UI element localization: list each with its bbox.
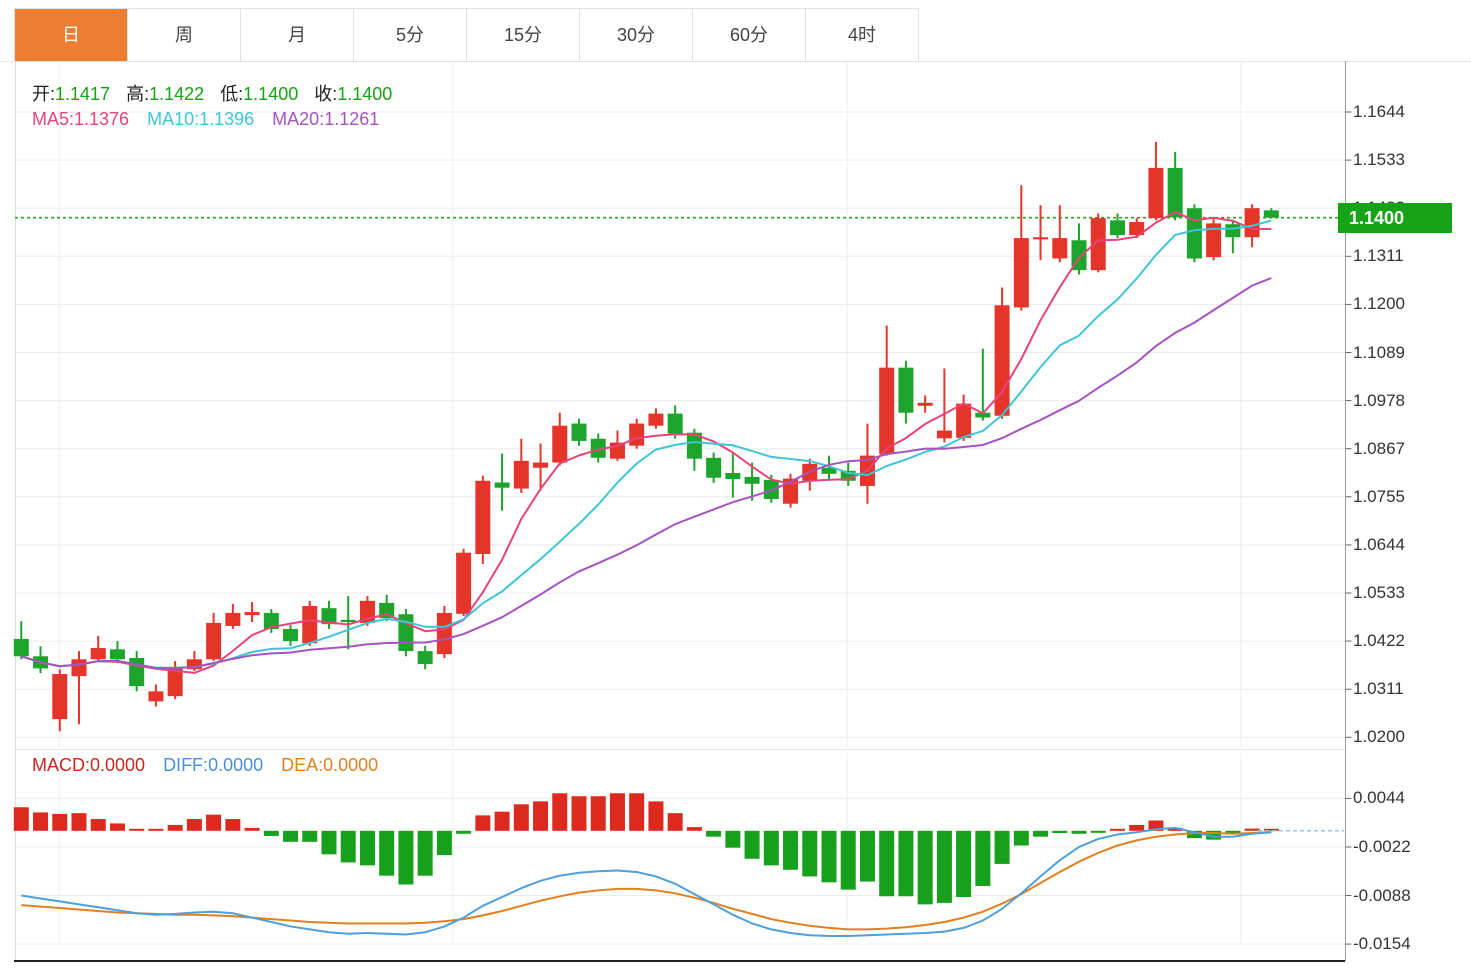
timeframe-tabs: 日周月 5分 15分 30分 60分 4时: [14, 8, 919, 62]
legend-text: 开:: [32, 84, 56, 104]
current-price-badge: 1.1400: [1338, 203, 1452, 233]
legend-text: 1.1376: [74, 109, 130, 129]
axis-label: 1.0644: [1353, 534, 1405, 554]
macd-legend: MACD:0.0000 DIFF:0.0000 DEA:0.0000: [32, 755, 396, 776]
axis-label: 1.0867: [1353, 438, 1405, 458]
legend-text: 0.0000: [90, 755, 146, 775]
axis-label: 0.0044: [1353, 788, 1405, 808]
legend-text: DIFF:: [163, 755, 209, 775]
legend-text: 1.1422: [149, 84, 205, 104]
axis-label: 1.1533: [1353, 150, 1405, 170]
tab-7[interactable]: 60分: [693, 9, 806, 61]
macd-histogram: [13, 793, 1279, 905]
axis-label: 1.0311: [1353, 679, 1404, 699]
legend-text: 高:: [126, 84, 150, 104]
legend-text: 1.1417: [55, 84, 111, 104]
axis-ticks: [1345, 111, 1352, 945]
legend-text: 0.0000: [208, 755, 264, 775]
legend-text: DEA:: [281, 755, 324, 775]
tab-6[interactable]: 30分: [580, 9, 693, 61]
ma-legend: MA5:1.1376 MA10:1.1396 MA20:1.1261: [32, 109, 397, 130]
ma5-line: [21, 210, 1272, 674]
axis-label: 1.0200: [1353, 727, 1405, 747]
dea-line: [21, 831, 1272, 931]
candle-series: [13, 141, 1279, 732]
legend-text: 1.1261: [324, 109, 380, 129]
axis-label: 1.0422: [1353, 631, 1405, 651]
tab-5[interactable]: 15分: [467, 9, 580, 61]
axis-label: 1.0755: [1353, 486, 1405, 506]
legend-text: 1.1400: [337, 84, 393, 104]
axis-label: -0.0088: [1353, 885, 1411, 905]
ma10-line: [21, 219, 1272, 669]
grid-lines: [15, 62, 1345, 945]
axis-label: 1.1311: [1353, 246, 1404, 266]
axis-label: 1.1200: [1353, 294, 1405, 314]
tab-1[interactable]: 日: [15, 9, 128, 61]
axis-label: -0.0154: [1353, 934, 1411, 954]
axis-label: 1.0533: [1353, 583, 1405, 602]
tab-2[interactable]: 周: [128, 9, 241, 61]
legend-text: MA5:: [32, 109, 75, 129]
legend-text: 收:: [314, 84, 338, 104]
axis-label: 1.1089: [1353, 342, 1405, 362]
axis-label: 1.0978: [1353, 390, 1405, 410]
tab-8[interactable]: 4时: [806, 9, 919, 61]
legend-text: 0.0000: [323, 755, 379, 775]
legend-text: 1.1400: [243, 84, 299, 104]
ma20-line: [21, 277, 1272, 669]
tab-4[interactable]: 5分: [354, 9, 467, 61]
legend-text: 1.1396: [199, 109, 255, 129]
legend-text: 低:: [220, 84, 244, 104]
axis-label: 1.1644: [1353, 102, 1405, 121]
ohlc-legend: 开:1.1417 高:1.1422 低:1.1400 收:1.1400: [32, 80, 408, 106]
axis-label: -0.0022: [1353, 836, 1411, 856]
tab-3[interactable]: 月: [241, 9, 354, 61]
legend-text: MACD:: [32, 755, 90, 775]
legend-text: MA10:: [147, 109, 200, 129]
diff-line: [21, 826, 1272, 937]
legend-text: MA20:: [272, 109, 325, 129]
